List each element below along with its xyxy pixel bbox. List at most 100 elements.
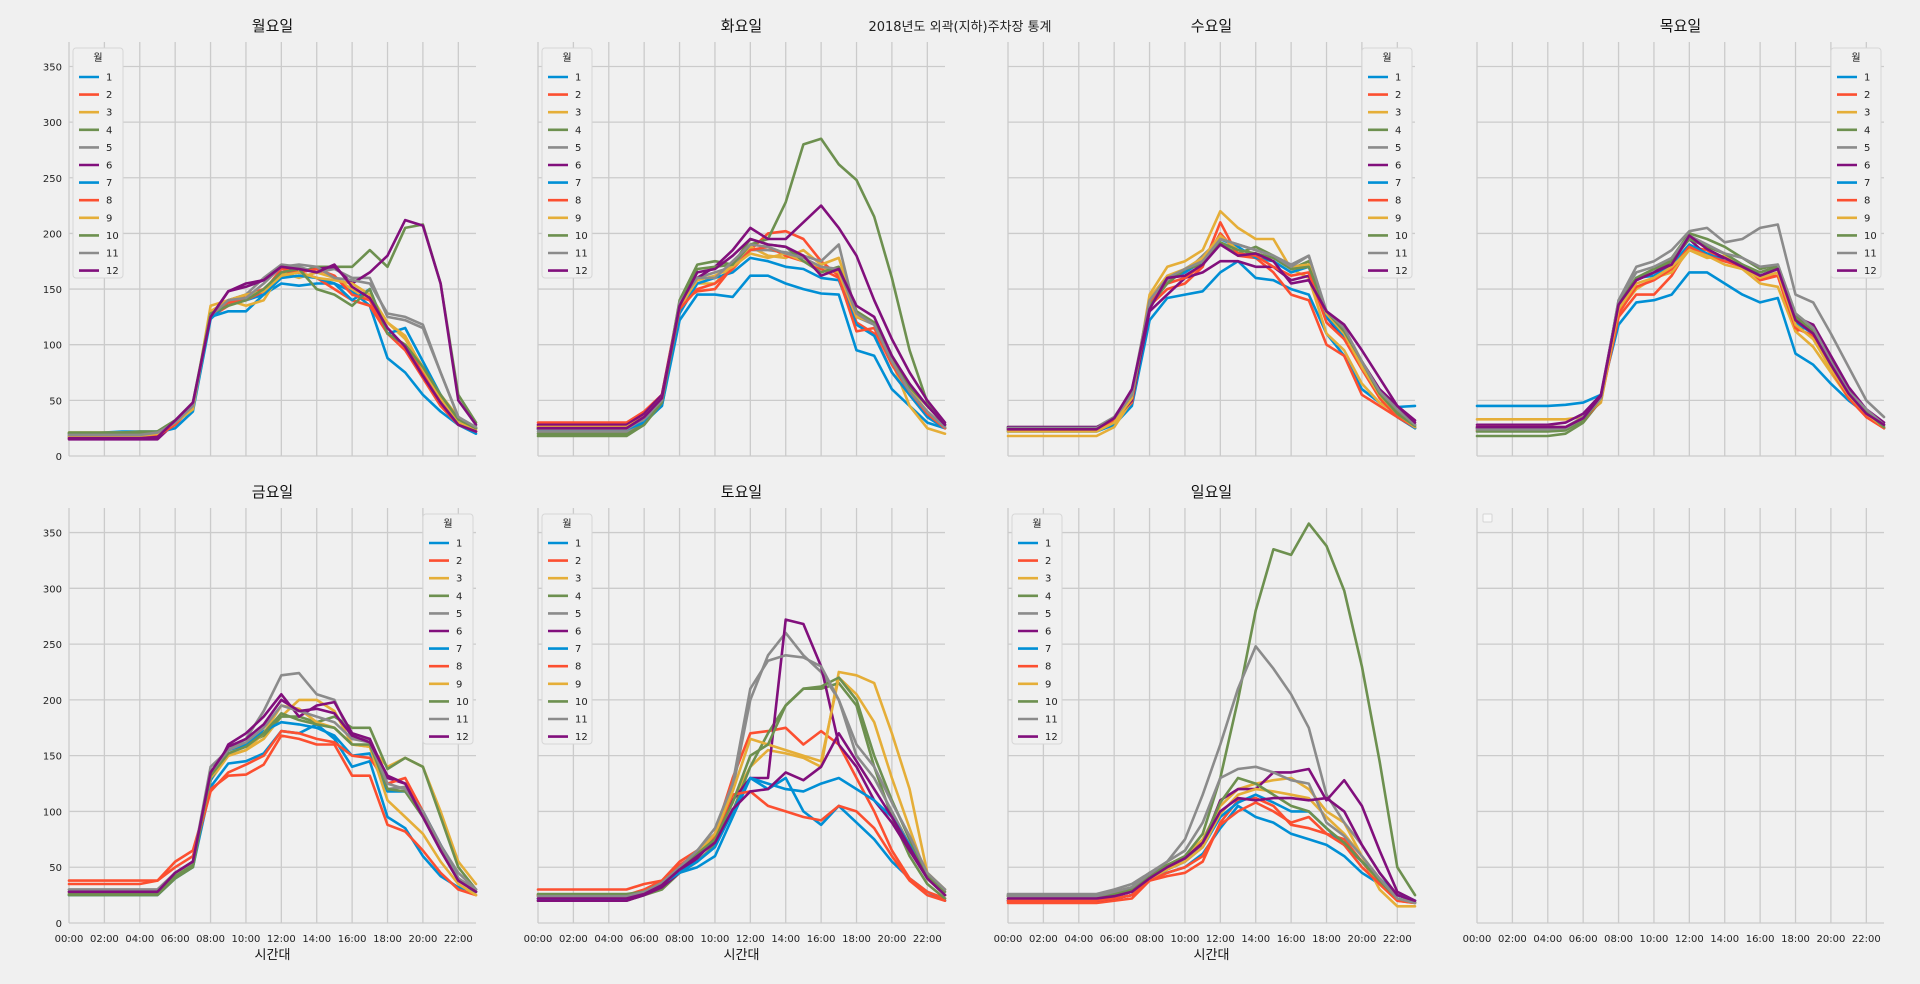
legend-label: 12 — [106, 266, 119, 277]
x-tick-label: 08:00 — [1604, 934, 1633, 945]
legend-label: 10 — [456, 697, 469, 708]
x-axis-label: 시간대 — [1194, 948, 1230, 963]
grid — [1476, 508, 1884, 924]
x-tick-label: 16:00 — [1746, 934, 1775, 945]
x-tick-label: 14:00 — [1241, 934, 1270, 945]
y-tick-label: 200 — [43, 696, 62, 707]
legend-label: 2 — [575, 556, 581, 567]
legend-label: 8 — [106, 196, 112, 207]
legend-label: 8 — [1864, 196, 1870, 207]
legend-label: 8 — [456, 662, 462, 673]
series-line-12 — [536, 237, 947, 430]
legend-label: 12 — [1395, 266, 1408, 277]
legend-label: 7 — [456, 644, 462, 655]
x-tick-label: 04:00 — [594, 934, 623, 945]
series-line-2 — [536, 726, 947, 900]
x-tick-label: 12:00 — [1206, 934, 1235, 945]
series-line-12 — [1006, 796, 1417, 903]
legend-label: 10 — [106, 231, 119, 242]
series-line-6 — [536, 618, 947, 903]
series-line-3 — [1006, 209, 1417, 438]
legend-box — [1361, 47, 1413, 279]
legend-label: 3 — [575, 574, 581, 585]
legend-label: 1 — [456, 539, 462, 550]
series-line-6 — [1475, 237, 1886, 427]
x-axis-label: 시간대 — [724, 948, 760, 963]
legend-label: 8 — [1395, 196, 1401, 207]
subplot-title: 월요일 — [252, 17, 293, 35]
legend-label: 9 — [575, 679, 581, 690]
subplot-5: 0 50 100 150 200 250 300 350 00:00 02:00 04:00 06:0… — [43, 483, 478, 963]
series-line-2 — [1006, 796, 1417, 905]
legend-label: 2 — [1864, 90, 1870, 101]
legend-box — [1011, 513, 1063, 745]
grid — [68, 508, 476, 924]
legend-label: 11 — [106, 249, 119, 260]
legend-label: 4 — [456, 591, 462, 602]
figure-title: 2018년도 외곽(지하)주차장 통계 — [868, 20, 1052, 35]
x-tick-label: 16:00 — [807, 934, 836, 945]
y-tick-label: 350 — [43, 62, 62, 73]
series-line-5 — [1006, 644, 1417, 903]
x-tick-label: 22:00 — [1852, 934, 1881, 945]
legend-label: 2 — [456, 556, 462, 567]
legend-label: 4 — [575, 125, 581, 136]
series-line-9 — [1006, 234, 1417, 433]
legend-label: 6 — [1395, 161, 1401, 172]
legend-title: 월 — [443, 518, 452, 530]
x-tick-label: 12:00 — [736, 934, 765, 945]
legend-label: 2 — [106, 90, 112, 101]
x-tick-label: 16:00 — [1277, 934, 1306, 945]
y-tick-label: 150 — [43, 752, 62, 763]
x-tick-label: 10:00 — [1640, 934, 1669, 945]
legend-label: 9 — [106, 213, 112, 224]
legend-label: 12 — [575, 732, 588, 743]
legend-label: 7 — [1864, 178, 1870, 189]
subplot-title: 금요일 — [252, 483, 293, 501]
y-tick-label: 50 — [49, 863, 62, 874]
x-tick-label: 16:00 — [338, 934, 367, 945]
grid — [1476, 42, 1884, 457]
x-tick-label: 10:00 — [701, 934, 730, 945]
x-tick-label: 22:00 — [444, 934, 473, 945]
subplot-6: 00:00 02:00 04:00 06:00 08:00 10:00 12:00 14:00… — [524, 483, 947, 963]
legend-label: 4 — [1395, 125, 1401, 136]
legend-label: 11 — [575, 715, 588, 726]
legend-title: 월 — [1032, 518, 1041, 530]
legend-label: 3 — [106, 108, 112, 119]
x-tick-label: 02:00 — [559, 934, 588, 945]
legend-label: 7 — [1395, 178, 1401, 189]
legend-title: 월 — [1851, 52, 1860, 64]
subplot-8: 00:00 02:00 04:00 06:00 08:00 10:00 12:00 14:00… — [1463, 508, 1884, 945]
grid — [1007, 508, 1415, 924]
legend-label: 10 — [1045, 697, 1058, 708]
y-tick-label: 200 — [43, 229, 62, 240]
series-line-1 — [1475, 271, 1886, 427]
y-tick-label: 50 — [49, 396, 62, 407]
x-tick-label: 14:00 — [1710, 934, 1739, 945]
legend-label: 2 — [575, 90, 581, 101]
series-line-10 — [536, 676, 947, 896]
x-tick-label: 04:00 — [1064, 934, 1093, 945]
legend-label: 10 — [575, 697, 588, 708]
x-tick-label: 02:00 — [1498, 934, 1527, 945]
y-tick-label: 100 — [43, 807, 62, 818]
legend-label: 10 — [1864, 231, 1877, 242]
x-tick-label: 20:00 — [1347, 934, 1376, 945]
legend-label: 1 — [575, 73, 581, 84]
series-line-10 — [67, 711, 478, 896]
legend-label: 5 — [106, 143, 112, 154]
series-line-10 — [1475, 237, 1886, 433]
series-line-11 — [536, 653, 947, 898]
legend-label: 7 — [575, 644, 581, 655]
series-line-8 — [67, 729, 478, 894]
legend-label: 12 — [456, 732, 469, 743]
legend-label: 3 — [1395, 108, 1401, 119]
legend-label: 10 — [575, 231, 588, 242]
